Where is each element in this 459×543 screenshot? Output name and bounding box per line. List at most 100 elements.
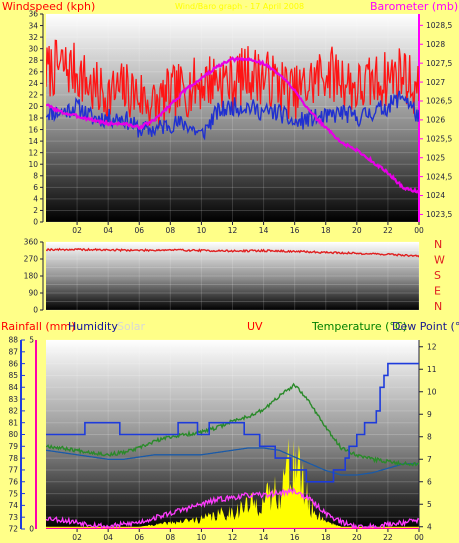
baro-y-tick: 1023,5 <box>426 210 452 219</box>
temp-y-tick: 4 <box>427 522 432 531</box>
baro-y-tick: 1026 <box>426 116 445 125</box>
wind-y-tick: 26 <box>28 67 38 76</box>
compass-3: E <box>434 285 441 298</box>
wind-y-tick: 12 <box>28 148 38 157</box>
temp-x-tick-label: 04 <box>103 533 113 542</box>
rain-y-tick: 5 <box>29 336 34 345</box>
humidity-y-tick: 75 <box>8 489 18 498</box>
wind-y-tick: 28 <box>28 56 38 65</box>
temp-x-tick-label: 20 <box>352 533 362 542</box>
wind-y-tick: 32 <box>28 33 38 42</box>
temp-x-tick-label: 16 <box>290 533 300 542</box>
wind-x-tick-label: 16 <box>290 226 300 235</box>
temp-y-tick: 10 <box>427 387 437 396</box>
temp-y-tick: 9 <box>427 410 432 419</box>
humidity-y-tick: 85 <box>8 371 18 380</box>
temp-y-tick: 7 <box>427 455 432 464</box>
wind-y-tick: 36 <box>28 10 38 19</box>
wind-x-tick-label: 00 <box>414 226 424 235</box>
rain-y-ticks: 05 <box>29 336 34 534</box>
wind-y-tick: 2 <box>33 206 38 215</box>
temp-y-tick: 12 <box>427 342 437 351</box>
temp-y-tick: 6 <box>427 477 432 486</box>
wind-chart-title: Wind/Baro graph - 17 April 2008 <box>175 2 304 11</box>
wind-x-ticks: 02 04 06 08 10 12 14 16 18 20 22 00 <box>72 222 424 235</box>
baro-y-tick: 1024 <box>426 191 445 200</box>
humidity-y-tick: 84 <box>8 383 18 392</box>
direction-y-tick: 0 <box>33 306 38 315</box>
direction-y-tick: 270 <box>24 255 39 264</box>
wind-average-series <box>46 90 419 141</box>
humidity-label: Humidity <box>68 320 118 333</box>
compass-2: S <box>434 269 441 282</box>
baro-y-label: Barometer (mb) <box>370 0 458 13</box>
wind-x-tick-label: 06 <box>134 226 144 235</box>
direction-y-tick: 180 <box>24 272 39 281</box>
baro-y-tick: 1025,5 <box>426 135 452 144</box>
baro-y-tick: 1027,5 <box>426 59 452 68</box>
temp-x-tick-label: 10 <box>197 533 207 542</box>
baro-y-tick: 1028 <box>426 40 445 49</box>
wind-x-tick-label: 08 <box>166 226 176 235</box>
baro-y-tick: 1025 <box>426 153 445 162</box>
temperature-series <box>46 382 419 467</box>
wind-x-tick-label: 12 <box>228 226 238 235</box>
humidity-y-tick: 81 <box>8 418 18 427</box>
wind-y-tick: 10 <box>28 160 38 169</box>
humidity-y-tick: 78 <box>8 454 18 463</box>
humidity-y-tick: 87 <box>8 348 18 357</box>
temp-x-tick-label: 18 <box>321 533 331 542</box>
temp-y-ticks: 4 5 6 7 8 9 10 11 12 <box>419 342 437 531</box>
baro-y-tick: 1027 <box>426 78 445 87</box>
wind-y-tick: 0 <box>33 218 38 227</box>
temp-x-tick-label: 08 <box>166 533 176 542</box>
compass-0: N <box>434 238 442 251</box>
wind-direction-series <box>46 247 419 258</box>
direction-gridlines <box>46 241 420 311</box>
temp-x-tick-label: 12 <box>228 533 238 542</box>
wind-y-tick: 6 <box>33 183 38 192</box>
dewpoint-label: Dew Point (°C) <box>392 320 459 333</box>
wind-y-tick: 20 <box>28 102 38 111</box>
humidity-y-tick: 88 <box>8 336 18 345</box>
barometer-series <box>46 56 419 194</box>
temp-x-tick-label: 02 <box>72 533 82 542</box>
temp-x-tick-label: 06 <box>134 533 144 542</box>
wind-y-tick: 34 <box>28 21 38 30</box>
solar-label: Solar <box>117 320 146 333</box>
humidity-series <box>46 362 419 483</box>
wind-y-tick: 22 <box>28 91 38 100</box>
wind-y-tick: 4 <box>33 195 38 204</box>
baro-y-tick: 1024,5 <box>426 172 452 181</box>
uv-label: UV <box>247 320 263 333</box>
wind-y-tick: 30 <box>28 44 38 53</box>
dewpoint-series <box>46 447 419 476</box>
wind-x-tick-label: 14 <box>259 226 269 235</box>
humidity-y-tick: 79 <box>8 442 18 451</box>
wind-x-tick-label: 10 <box>197 226 207 235</box>
wind-y-tick: 14 <box>28 137 38 146</box>
baro-y-tick: 1026,5 <box>426 97 452 106</box>
baro-y-tick: 1028,5 <box>426 21 452 30</box>
compass-4: N <box>434 300 442 313</box>
rainfall-label: Rainfall (mm) <box>1 320 75 333</box>
wind-y-tick: 24 <box>28 79 38 88</box>
solar-series <box>46 438 419 529</box>
rain-y-tick: 0 <box>29 525 34 534</box>
wind-x-tick-label: 04 <box>103 226 113 235</box>
temp-y-tick: 8 <box>427 432 432 441</box>
temp-x-tick-label: 00 <box>414 533 424 542</box>
wind-x-tick-label: 18 <box>321 226 331 235</box>
temp-x-ticks: 02 04 06 08 10 12 14 16 18 20 22 00 <box>72 529 424 542</box>
direction-y-tick: 360 <box>24 238 39 247</box>
compass-1: W <box>434 254 445 267</box>
wind-y-tick: 18 <box>28 114 38 123</box>
baro-y-ticks: 1023,5 1024 1024,5 1025 1025,5 1026 1026,5 1027… <box>419 21 452 219</box>
humidity-y-tick: 82 <box>8 407 18 416</box>
temp-y-tick: 5 <box>427 500 432 509</box>
wind-y-tick: 8 <box>33 171 38 180</box>
humidity-y-tick: 86 <box>8 359 18 368</box>
